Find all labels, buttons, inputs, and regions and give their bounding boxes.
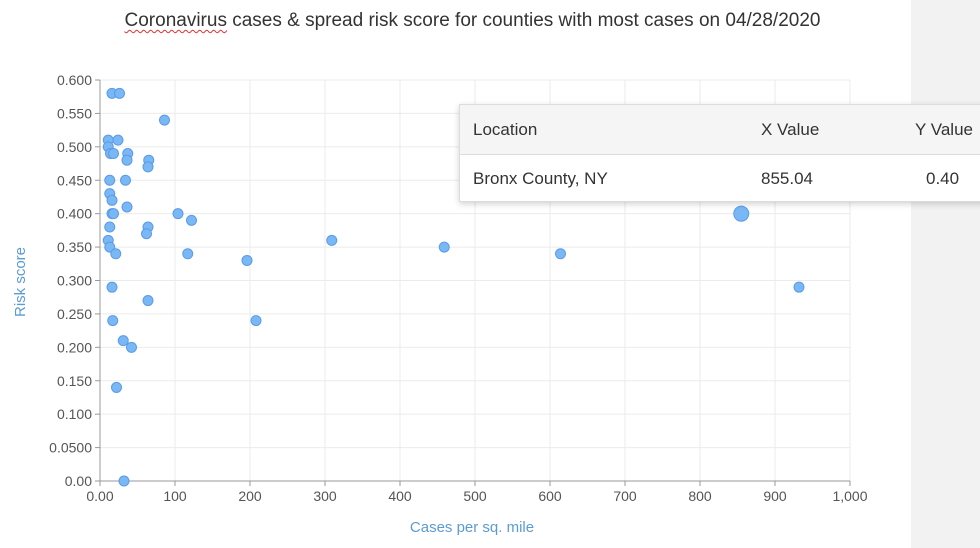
data-point xyxy=(118,475,130,487)
data-point xyxy=(110,248,122,260)
tooltip-y-value: 0.40 xyxy=(926,169,960,188)
data-point xyxy=(121,154,133,166)
y-axis-label: Risk score xyxy=(12,247,29,317)
axes xyxy=(95,79,851,486)
data-point xyxy=(182,248,194,260)
x-tick-label: 1,000 xyxy=(832,488,867,504)
y-tick-label: 0.250 xyxy=(57,306,92,322)
y-tick-label: 0.300 xyxy=(57,273,92,289)
data-point-highlighted xyxy=(733,205,750,222)
data-point xyxy=(114,87,125,99)
y-tick-label: 0.450 xyxy=(57,172,92,188)
x-tick-labels: 0.00 100 200 300 400 500 600 700 800 900 1,000 xyxy=(86,488,867,504)
data-tooltip: Location X Value Y Value Bronx County, N… xyxy=(459,104,980,202)
chart-title-part-2: cases & spread risk score for counties w… xyxy=(226,10,821,31)
tooltip-location: Bronx County, NY xyxy=(473,169,608,188)
data-point xyxy=(107,315,119,327)
side-panel-strip xyxy=(911,0,980,548)
data-point xyxy=(120,174,131,186)
y-tick-label: 0.550 xyxy=(57,105,92,121)
scatter-plot: 0.00 0.0500 0.100 0.150 0.200 0.250 0.300 0.350… xyxy=(12,72,868,536)
y-tick-label: 0.600 xyxy=(57,72,92,88)
x-tick-label: 500 xyxy=(463,488,487,504)
y-tick-label: 0.500 xyxy=(57,139,92,155)
data-point xyxy=(142,161,154,173)
y-tick-labels: 0.00 0.0500 0.100 0.150 0.200 0.250 0.300 0.350… xyxy=(49,72,92,489)
data-point xyxy=(106,194,118,206)
data-point xyxy=(186,214,197,226)
y-tick-label: 0.350 xyxy=(57,239,92,255)
x-tick-label: 400 xyxy=(388,488,412,504)
data-point xyxy=(250,315,262,327)
tooltip-header-location: Location xyxy=(473,120,538,139)
data-point xyxy=(555,248,566,260)
data-point xyxy=(117,335,129,347)
data-point xyxy=(106,281,118,293)
y-tick-label: 0.150 xyxy=(57,373,92,389)
data-point xyxy=(142,295,154,307)
data-point xyxy=(241,254,253,266)
x-tick-label: 300 xyxy=(313,488,337,504)
data-point xyxy=(793,281,805,293)
data-point xyxy=(159,114,170,126)
data-point xyxy=(438,241,450,253)
x-axis-label: Cases per sq. mile xyxy=(410,519,534,536)
x-tick-label: 900 xyxy=(763,488,787,504)
tooltip-header xyxy=(460,105,980,155)
data-point xyxy=(104,221,116,233)
y-tick-label: 0.00 xyxy=(65,473,92,489)
x-tick-label: 0.00 xyxy=(86,488,113,504)
data-point xyxy=(111,381,122,393)
y-tick-label: 0.200 xyxy=(57,339,92,355)
data-points xyxy=(102,87,805,487)
y-tick-label: 0.400 xyxy=(57,206,92,222)
x-tick-label: 200 xyxy=(238,488,262,504)
data-point xyxy=(104,174,116,186)
data-point xyxy=(108,208,119,220)
data-point xyxy=(172,208,184,220)
y-tick-label: 0.100 xyxy=(57,406,92,422)
x-tick-label: 100 xyxy=(163,488,187,504)
data-point xyxy=(126,341,137,353)
x-tick-label: 700 xyxy=(613,488,637,504)
y-tick-label: 0.0500 xyxy=(49,440,92,456)
data-point xyxy=(141,228,152,240)
tooltip-header-y: Y Value xyxy=(915,120,973,139)
tooltip-header-x: X Value xyxy=(761,120,820,139)
x-tick-label: 600 xyxy=(538,488,562,504)
data-point xyxy=(326,234,338,246)
tooltip-x-value: 855.04 xyxy=(761,169,813,188)
data-point xyxy=(108,148,119,160)
chart-title-part-1: Coronavirus xyxy=(124,10,227,31)
chart-title: Coronavirus cases & spread risk score fo… xyxy=(0,10,945,32)
x-tick-label: 800 xyxy=(688,488,712,504)
data-point xyxy=(112,134,124,146)
data-point xyxy=(121,201,133,213)
